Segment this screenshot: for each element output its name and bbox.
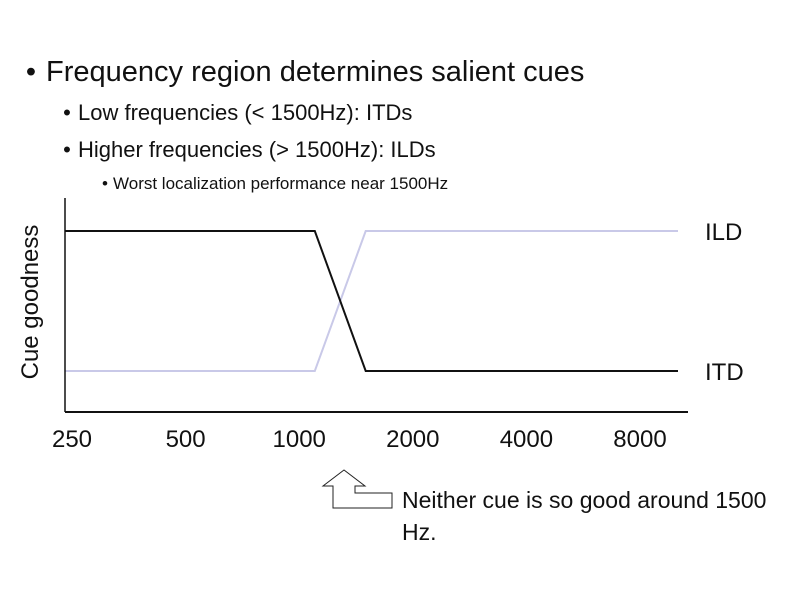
series-labels: ILD ITD	[705, 219, 744, 386]
series-label-ild: ILD	[705, 219, 742, 246]
x-tick-labels: 250 500 1000 2000 4000 8000	[52, 426, 667, 453]
x-tick-label: 500	[166, 426, 206, 453]
bullet-subsub: • Worst localization performance near 15…	[97, 174, 448, 194]
x-tick-label: 2000	[386, 426, 439, 453]
series-line-ild	[65, 230, 678, 372]
annotation-note: Neither cue is so good around 1500 Hz.	[402, 487, 767, 545]
bullet-marker: •	[63, 137, 71, 162]
series-line-itd	[65, 230, 678, 372]
bullet-marker: •	[63, 100, 71, 125]
x-tick-label: 8000	[613, 426, 666, 453]
bullet-sub-high-text: Higher frequencies (> 1500Hz): ILDs	[78, 137, 436, 162]
x-tick-label: 4000	[500, 426, 553, 453]
x-tick-label: 1000	[273, 426, 326, 453]
series-lines	[65, 230, 678, 372]
bullet-marker: •	[25, 56, 37, 88]
bullet-marker: •	[102, 174, 108, 193]
bullet-main: • Frequency region determines salient cu…	[16, 56, 584, 89]
bullet-sub-low-text: Low frequencies (< 1500Hz): ITDs	[78, 100, 413, 125]
bullet-sub-low: • Low frequencies (< 1500Hz): ITDs	[56, 100, 412, 126]
series-label-itd: ITD	[705, 359, 744, 386]
up-arrow-icon	[321, 469, 393, 509]
bullet-sub-high: • Higher frequencies (> 1500Hz): ILDs	[56, 137, 436, 163]
bullet-subsub-text: Worst localization performance near 1500…	[113, 174, 449, 193]
y-axis-label: Cue goodness	[17, 225, 44, 380]
x-tick-label: 250	[52, 426, 92, 453]
bullet-main-text: Frequency region determines salient cues	[46, 56, 585, 88]
